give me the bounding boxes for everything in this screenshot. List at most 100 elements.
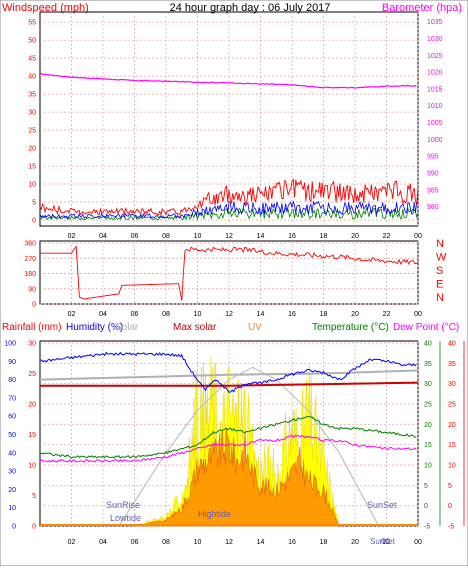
x-tick-label: 02 <box>68 311 76 318</box>
grey-baseline-line <box>39 369 419 381</box>
midnight-overlay-label: 00 <box>381 537 390 546</box>
x-tick-label: 20 <box>351 539 359 546</box>
humidity-tick-label: 10 <box>8 505 16 512</box>
barometer-tick-label: 995 <box>427 154 439 161</box>
temperature-tick-label: 15 <box>424 442 432 449</box>
sunset-label: SunSet <box>367 500 397 510</box>
humidity-tick-label: 30 <box>8 469 16 476</box>
x-tick-label: 06 <box>131 311 139 318</box>
humidity-tick-label: 50 <box>8 432 16 439</box>
rainfall-tick-label: 5 <box>32 493 36 500</box>
x-tick-label: 22 <box>383 539 391 546</box>
x-tick-label: 16 <box>288 539 296 546</box>
x-tick-label: 00 <box>414 233 422 240</box>
x-tick-label: 00 <box>414 311 422 318</box>
windspeed-tick-label: 5 <box>32 200 36 207</box>
wind-average-line <box>39 200 419 220</box>
weather-panel: 02 04 06 08 10 12 14 16 18 20 22 000102030405060708… <box>4 340 465 546</box>
windspeed-tick-label: 15 <box>28 164 36 171</box>
compass-label: E <box>436 279 443 291</box>
temperature-tick-label: 35 <box>424 361 432 368</box>
rain-ceiling-line <box>40 381 419 387</box>
x-tick-label: 16 <box>288 233 296 240</box>
dewpoint-tick-label: 25 <box>448 402 456 409</box>
temperature-tick-label: 10 <box>424 463 432 470</box>
windspeed-axis-title: Windspeed (mph) <box>2 2 89 14</box>
dewpoint-tick-label: 20 <box>448 422 456 429</box>
compass-label: N <box>436 238 444 250</box>
barometer-tick-label: 980 <box>427 204 439 211</box>
legend-rainfall: Rainfall (mm) <box>2 322 61 333</box>
barometer-axis-title: Barometer (hpa) <box>382 2 462 14</box>
rainfall-tick-label: 10 <box>28 463 36 470</box>
legend-uv: UV <box>248 322 262 333</box>
dewpoint-tick-label: 40 <box>448 341 456 348</box>
x-tick-label: 22 <box>383 311 391 318</box>
barometer-tick-label: 1035 <box>427 19 443 26</box>
x-tick-label: 06 <box>131 233 139 240</box>
dewpoint-tick-label: 15 <box>448 442 456 449</box>
rainfall-tick-label: 0 <box>32 524 36 531</box>
x-tick-label: 04 <box>99 311 107 318</box>
direction-tick-label: 360 <box>24 241 36 248</box>
x-tick-label: 02 <box>68 233 76 240</box>
barometer-tick-label: 1030 <box>427 36 443 43</box>
temperature-tick-label: 0 <box>424 503 428 510</box>
x-tick-label: 08 <box>162 539 170 546</box>
compass-label: S <box>436 265 443 277</box>
humidity-tick-label: 20 <box>8 487 16 494</box>
windspeed-tick-label: 0 <box>32 218 36 225</box>
humidity-tick-label: 90 <box>8 359 16 366</box>
humidity-tick-label: 80 <box>8 377 16 384</box>
dewpoint-tick-label: 35 <box>448 361 456 368</box>
x-tick-label: 20 <box>351 233 359 240</box>
rainfall-tick-label: 30 <box>28 341 36 348</box>
temperature-tick-label: 40 <box>424 341 432 348</box>
dewpoint-tick-label: -5 <box>448 524 454 531</box>
windspeed-tick-label: 40 <box>28 74 36 81</box>
x-tick-label: 12 <box>225 311 233 318</box>
legend-max-solar: Max solar <box>173 322 217 333</box>
wind-barometer-panel: 0510152025303540455055980985990995100010… <box>28 11 443 240</box>
lowtide-label: Lowtide <box>110 513 141 523</box>
x-tick-label: 22 <box>383 233 391 240</box>
barometer-tick-label: 990 <box>427 170 439 177</box>
x-tick-label: 18 <box>320 311 328 318</box>
temperature-tick-label: 5 <box>424 483 428 490</box>
x-tick-label: 04 <box>99 539 107 546</box>
x-tick-label: 14 <box>257 539 265 546</box>
x-tick-label: 18 <box>320 233 328 240</box>
temperature-tick-label: 20 <box>424 422 432 429</box>
temperature-tick-label: -5 <box>424 524 430 531</box>
sunrise-label: SunRise <box>106 500 140 510</box>
windspeed-tick-label: 20 <box>28 146 36 153</box>
x-tick-label: 18 <box>320 539 328 546</box>
dewpoint-tick-label: 0 <box>448 503 452 510</box>
x-tick-label: 16 <box>288 311 296 318</box>
humidity-tick-label: 60 <box>8 414 16 421</box>
rainfall-tick-label: 20 <box>28 402 36 409</box>
x-tick-label: 20 <box>351 311 359 318</box>
barometer-tick-label: 1005 <box>427 120 443 127</box>
legend-solar: Solar <box>115 322 139 333</box>
sunset-bottom-label: Sunset <box>370 537 396 546</box>
x-tick-label: 04 <box>99 233 107 240</box>
rainfall-tick-label: 25 <box>28 371 36 378</box>
windspeed-tick-label: 45 <box>28 56 36 63</box>
compass-label: W <box>436 252 447 264</box>
humidity-tick-label: 100 <box>4 341 16 348</box>
uv-area <box>134 427 339 527</box>
dewpoint-tick-label: 30 <box>448 381 456 388</box>
humidity-tick-label: 40 <box>8 450 16 457</box>
windspeed-tick-label: 50 <box>28 38 36 45</box>
hightide-label: Hightide <box>198 509 231 519</box>
chart-title: 24 hour graph day : 06 July 2017 <box>170 2 331 14</box>
rainfall-tick-label: 15 <box>28 432 36 439</box>
barometer-series-line <box>39 72 417 89</box>
dewpoint-tick-label: 10 <box>448 463 456 470</box>
compass-label: N <box>436 292 444 304</box>
x-tick-label: 00 <box>414 539 422 546</box>
